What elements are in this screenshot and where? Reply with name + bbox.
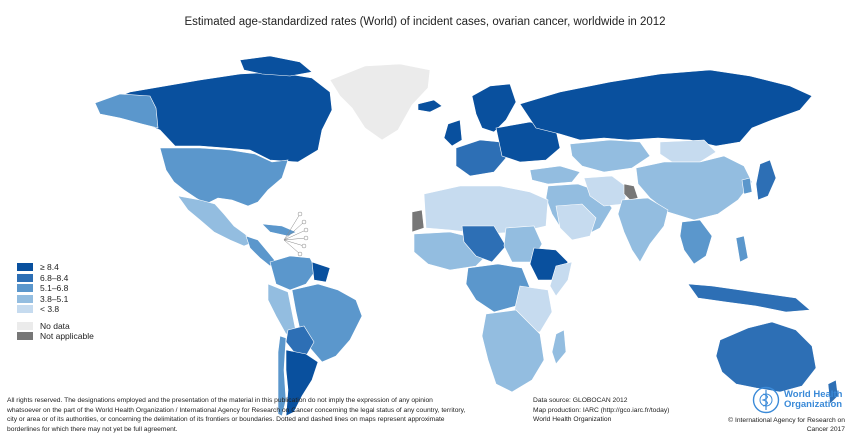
region-southern-africa[interactable] <box>481 309 545 393</box>
legend-label: Not applicable <box>40 331 94 342</box>
page-title: Estimated age-standardized rates (World)… <box>184 16 666 28</box>
legend-item-not-applicable: Not applicable <box>17 331 94 342</box>
who-logo: World Health Organization <box>752 386 842 414</box>
region-turkey[interactable] <box>529 165 581 185</box>
legend-label: No data <box>40 320 70 331</box>
disclaimer-line: All rights reserved. The designations em… <box>7 397 433 404</box>
region-arctic-islands[interactable] <box>239 55 313 77</box>
who-emblem-icon <box>752 386 780 414</box>
disclaimer-line: borderlines for which there may not yet … <box>7 425 178 433</box>
region-north-africa[interactable] <box>423 185 549 235</box>
region-saudi-arabia[interactable] <box>555 203 597 241</box>
copyright-line-2: Cancer 2017 <box>806 426 845 434</box>
legend-label: 5.1–6.8 <box>40 283 69 294</box>
region-india[interactable] <box>617 197 669 263</box>
organization-name: World Health Organization <box>533 416 612 424</box>
region-madagascar[interactable] <box>551 329 567 365</box>
legend-swatch <box>17 284 33 293</box>
region-canada[interactable] <box>99 71 333 163</box>
region-colombia-venezuela[interactable] <box>269 255 317 291</box>
legend-swatch <box>17 273 33 282</box>
caribbean-callouts <box>283 211 309 257</box>
legend-item: 6.8–8.4 <box>17 273 94 284</box>
region-scandinavia[interactable] <box>471 83 517 133</box>
region-iceland[interactable] <box>417 99 443 113</box>
disclaimer-line: city or area or of its authorities, or c… <box>7 416 445 424</box>
legend-item: 3.8–5.1 <box>17 294 94 305</box>
disclaimer-line: whatsoever on the part of the World Heal… <box>7 406 466 414</box>
region-china[interactable] <box>635 155 753 221</box>
legend-item: 5.1–6.8 <box>17 283 94 294</box>
region-guianas[interactable] <box>311 261 331 283</box>
who-name-line-2: Organization <box>784 399 843 410</box>
region-new-zealand[interactable] <box>827 379 839 405</box>
legend-item-no-data: No data <box>17 321 94 332</box>
who-name-line-1: World Health <box>784 389 843 400</box>
legend-swatch <box>17 263 33 272</box>
legend-label: < 3.8 <box>40 304 60 315</box>
copyright-line-1: © International Agency for Research on <box>728 417 845 424</box>
region-japan[interactable] <box>755 159 777 201</box>
region-korea[interactable] <box>741 177 753 195</box>
region-russia[interactable] <box>519 69 813 147</box>
disclaimer: All rights reserved. The designations em… <box>7 396 527 434</box>
region-argentina[interactable] <box>285 349 319 417</box>
legend-label: 3.8–5.1 <box>40 293 69 304</box>
legend-item: < 3.8 <box>17 304 94 315</box>
region-alaska[interactable] <box>94 93 159 129</box>
region-usa[interactable] <box>159 147 289 207</box>
legend-swatch <box>17 321 33 330</box>
region-southeast-asia[interactable] <box>679 219 713 265</box>
region-kazakhstan[interactable] <box>569 139 651 173</box>
legend-swatch <box>17 332 33 341</box>
region-greenland[interactable] <box>329 63 431 141</box>
region-chile[interactable] <box>277 335 287 417</box>
region-australia[interactable] <box>715 321 817 393</box>
legend-item: ≥ 8.4 <box>17 262 94 273</box>
region-somalia[interactable] <box>549 261 573 297</box>
copyright: © International Agency for Research on C… <box>713 416 845 435</box>
region-not-applicable-western-sahara[interactable] <box>411 209 425 233</box>
legend-swatch <box>17 305 33 314</box>
region-philippines[interactable] <box>735 235 749 263</box>
legend: ≥ 8.4 6.8–8.4 5.1–6.8 3.8–5.1 < 3.8 No d… <box>17 262 94 342</box>
sources: Data source: GLOBOCAN 2012 Map productio… <box>533 396 669 425</box>
region-not-applicable-kashmir[interactable] <box>623 183 639 201</box>
data-source: Data source: GLOBOCAN 2012 <box>533 397 628 404</box>
region-caribbean[interactable] <box>261 223 297 237</box>
region-western-europe[interactable] <box>455 139 507 177</box>
map-production: Map production: IARC (http://gco.iarc.fr… <box>533 406 670 414</box>
region-uk-ireland[interactable] <box>443 119 463 147</box>
legend-swatch <box>17 294 33 303</box>
region-mongolia[interactable] <box>659 139 717 163</box>
region-indonesia[interactable] <box>687 283 811 313</box>
legend-label: 6.8–8.4 <box>40 272 69 283</box>
legend-label: ≥ 8.4 <box>40 262 59 273</box>
region-peru[interactable] <box>267 283 297 335</box>
region-niger-chad[interactable] <box>461 225 507 263</box>
